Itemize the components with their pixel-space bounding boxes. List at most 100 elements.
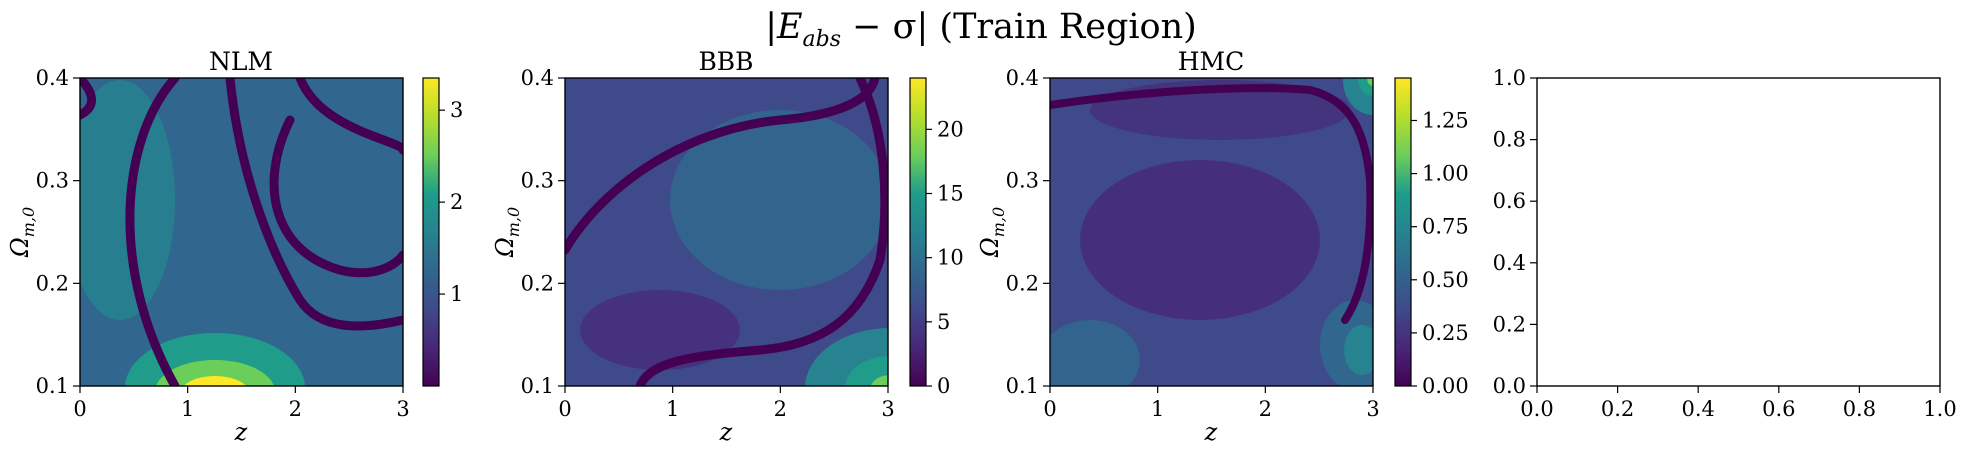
heatmap-nlm (80, 78, 403, 386)
heatmap-bbb-zero-contours (565, 78, 888, 386)
y-axis-bbb: 0.1 0.2 0.3 0.4 (521, 66, 565, 398)
heatmap-nlm-region-right (295, 120, 365, 240)
x-tick-label-empty: 0.0 (1520, 397, 1553, 421)
x-axis-empty: 0.0 0.2 0.4 0.6 0.8 1.0 (1520, 386, 1957, 421)
x-tick-label-nlm: 1 (181, 397, 194, 421)
x-tick-label-empty: 1.0 (1923, 397, 1956, 421)
heatmap-hmc-hotspot-inner (1367, 78, 1373, 86)
x-tick-label-bbb: 2 (774, 397, 787, 421)
heatmap-hmc-zero-contours (1050, 84, 1373, 324)
heatmap-nlm-hotspot-outer (125, 333, 305, 386)
colorbar-tick-label-bbb: 15 (937, 182, 964, 206)
colorbar-tick-label-bbb: 10 (937, 246, 964, 270)
heatmap-bbb-region-lower (580, 290, 740, 370)
colorbar-ticks-hmc: 0.00 0.25 0.50 0.75 1.00 1.25 (1411, 108, 1469, 398)
y-tick-label-empty: 0.6 (1493, 189, 1526, 213)
colorbar-tick-label-hmc: 0.25 (1422, 321, 1469, 345)
y-axis-empty: 0.0 0.2 0.4 0.6 0.8 1.0 (1493, 66, 1537, 398)
colorbar-ticks-bbb: 0 5 10 15 20 (926, 117, 964, 398)
y-tick-label-bbb: 0.2 (521, 271, 554, 295)
x-tick-label-nlm: 0 (73, 397, 86, 421)
y-tick-label-hmc: 0.4 (1006, 66, 1039, 90)
colorbar-nlm (422, 77, 440, 387)
y-tick-label-empty: 0.4 (1493, 251, 1526, 275)
x-tick-label-empty: 0.6 (1762, 397, 1795, 421)
y-tick-label-nlm: 0.1 (36, 374, 69, 398)
x-tick-label-nlm: 2 (289, 397, 302, 421)
y-tick-label-nlm: 0.2 (36, 271, 69, 295)
x-tick-label-bbb: 3 (881, 397, 894, 421)
x-tick-label-bbb: 0 (558, 397, 571, 421)
y-tick-label-empty: 0.0 (1493, 374, 1526, 398)
heatmap-nlm-hotspot-mid (156, 360, 274, 386)
y-tick-label-bbb: 0.1 (521, 374, 554, 398)
colorbar-tick-label-bbb: 0 (937, 374, 950, 398)
panel-bbb: BBB 0 1 2 3 0.1 0.2 0.3 0.4 z Ωm,0 0 5 10 15 20 (491, 47, 964, 446)
y-tick-label-empty: 0.2 (1493, 312, 1526, 336)
heatmap-nlm-hotspot-inner (183, 376, 247, 386)
colorbar-tick-label-nlm: 3 (450, 98, 463, 122)
y-axis-title-hmc: Ωm,0 (976, 207, 1008, 258)
heatmap-bbb (565, 78, 888, 386)
heatmap-hmc (1050, 78, 1373, 386)
heatmap-bbb-region-center (670, 110, 888, 290)
heatmap-hmc-region-center (1080, 160, 1320, 320)
x-tick-label-hmc: 0 (1043, 397, 1056, 421)
figure-suptitle: |Eabs − σ| (Train Region) (765, 7, 1197, 52)
x-tick-label-empty: 0.8 (1843, 397, 1876, 421)
colorbar-tick-label-hmc: 1.00 (1422, 162, 1469, 186)
heatmap-hmc-region-bottomleft (1050, 320, 1140, 386)
x-axis-nlm: 0 1 2 3 (73, 386, 410, 421)
y-axis-title-nlm: Ωm,0 (6, 207, 38, 258)
plot-frame-bbb (564, 77, 889, 387)
x-tick-label-bbb: 1 (666, 397, 679, 421)
x-tick-label-empty: 0.2 (1601, 397, 1634, 421)
colorbar-tick-label-hmc: 0.50 (1422, 268, 1469, 292)
x-tick-label-hmc: 3 (1366, 397, 1379, 421)
x-axis-title-nlm: z (234, 418, 248, 446)
y-axis-hmc: 0.1 0.2 0.3 0.4 (1006, 66, 1050, 398)
plot-frame-hmc (1049, 77, 1374, 387)
y-tick-label-hmc: 0.2 (1006, 271, 1039, 295)
colorbar-tick-label-hmc: 0.00 (1422, 374, 1469, 398)
colorbar-tick-label-bbb: 20 (937, 117, 964, 141)
plot-frame-nlm (79, 77, 404, 387)
x-axis-title-bbb: z (719, 418, 733, 446)
y-axis-title-bbb: Ωm,0 (491, 207, 523, 258)
y-axis-nlm: 0.1 0.2 0.3 0.4 (36, 66, 80, 398)
y-tick-label-empty: 0.8 (1493, 128, 1526, 152)
colorbar-tick-label-bbb: 5 (937, 310, 950, 334)
panel-title-hmc: HMC (1178, 47, 1245, 76)
y-tick-label-bbb: 0.3 (521, 169, 554, 193)
x-tick-label-hmc: 2 (1259, 397, 1272, 421)
y-tick-label-hmc: 0.1 (1006, 374, 1039, 398)
plot-frame-empty (1536, 77, 1941, 387)
panel-nlm: NLM 0 1 2 3 0.1 0.2 0.3 0.4 z Ωm,0 1 2 3 (6, 47, 463, 446)
colorbar-bbb (909, 77, 927, 387)
colorbar-ticks-nlm: 1 2 3 (439, 98, 463, 306)
panel-empty: 0.0 0.2 0.4 0.6 0.8 1.0 0.0 0.2 0.4 0.6 0.8 1.0 (1493, 66, 1957, 421)
x-axis-hmc: 0 1 2 3 (1043, 386, 1380, 421)
x-axis-bbb: 0 1 2 3 (558, 386, 895, 421)
colorbar-tick-label-hmc: 1.25 (1422, 108, 1469, 132)
y-tick-label-bbb: 0.4 (521, 66, 554, 90)
heatmap-nlm-zero-contours (80, 78, 403, 386)
colorbar-hmc (1394, 77, 1412, 387)
x-tick-label-nlm: 3 (396, 397, 409, 421)
y-tick-label-nlm: 0.4 (36, 66, 69, 90)
heatmap-hmc-region-bottomright-inner (1344, 325, 1373, 375)
x-axis-title-hmc: z (1204, 418, 1218, 446)
colorbar-tick-label-hmc: 0.75 (1422, 215, 1469, 239)
colorbar-tick-label-nlm: 1 (450, 282, 463, 306)
panel-hmc: HMC 0 1 2 3 0.1 0.2 0.3 0.4 z Ωm,0 0.00 0.25 0.5… (976, 47, 1469, 446)
panel-title-nlm: NLM (209, 47, 273, 76)
y-tick-label-hmc: 0.3 (1006, 169, 1039, 193)
y-tick-label-empty: 1.0 (1493, 66, 1526, 90)
x-tick-label-empty: 0.4 (1681, 397, 1714, 421)
y-tick-label-nlm: 0.3 (36, 169, 69, 193)
panel-title-bbb: BBB (698, 47, 753, 76)
colorbar-tick-label-nlm: 2 (450, 190, 463, 214)
heatmap-bbb-hotspot-inner (870, 375, 888, 386)
x-tick-label-hmc: 1 (1151, 397, 1164, 421)
